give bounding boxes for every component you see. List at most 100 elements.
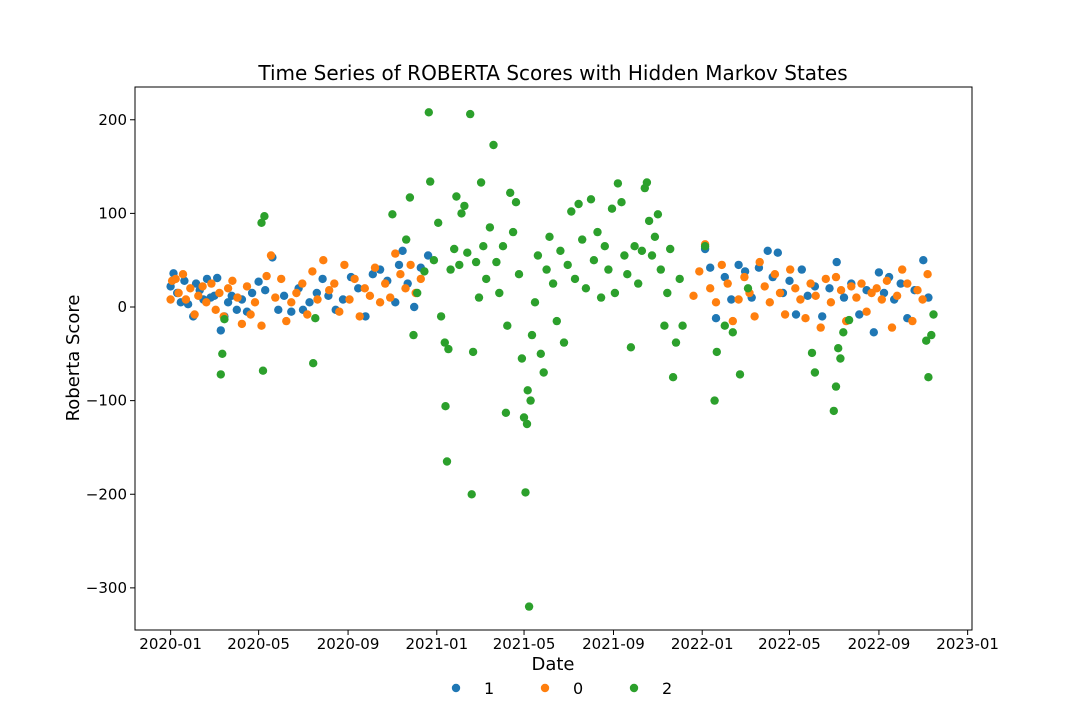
- data-point-series-1: [354, 284, 363, 293]
- data-point-series-2: [527, 330, 537, 340]
- y-tick-label: 200: [98, 111, 127, 129]
- data-point-series-0: [760, 282, 769, 291]
- data-point-series-2: [556, 246, 565, 255]
- data-point-series-2: [489, 140, 498, 150]
- legend-marker: [629, 683, 639, 693]
- data-point-series-2: [545, 232, 554, 241]
- data-point-series-0: [303, 310, 312, 319]
- y-tick-label: 100: [98, 204, 127, 222]
- data-point-series-2: [501, 408, 511, 417]
- data-point-series-2: [503, 321, 512, 330]
- data-point-series-2: [589, 256, 599, 265]
- data-point-series-2: [420, 267, 429, 276]
- data-point-series-1: [191, 279, 201, 288]
- data-point-series-0: [406, 260, 415, 270]
- data-point-series-1: [919, 256, 928, 265]
- data-point-series-1: [874, 268, 884, 277]
- data-point-series-0: [740, 272, 749, 282]
- data-point-series-2: [455, 260, 464, 270]
- data-point-series-2: [644, 216, 654, 226]
- data-point-series-1: [727, 295, 736, 304]
- data-point-series-2: [442, 457, 452, 466]
- data-point-series-2: [444, 344, 453, 354]
- data-point-series-0: [811, 291, 820, 300]
- data-point-series-0: [750, 312, 759, 321]
- data-point-series-2: [471, 257, 481, 267]
- data-point-series-0: [242, 282, 252, 291]
- legend-label: 2: [662, 679, 672, 698]
- data-point-series-0: [847, 282, 856, 291]
- data-point-series-0: [918, 295, 927, 304]
- data-point-series-0: [282, 316, 291, 326]
- data-point-series-0: [360, 284, 369, 293]
- data-point-series-0: [831, 272, 841, 282]
- data-point-series-2: [522, 419, 532, 429]
- data-point-series-0: [882, 276, 892, 285]
- data-point-series-0: [717, 260, 726, 270]
- data-point-series-1: [274, 305, 283, 314]
- data-point-series-0: [923, 270, 932, 279]
- data-point-series-0: [292, 288, 301, 298]
- data-point-series-2: [653, 210, 663, 219]
- plot-points: [166, 108, 938, 611]
- data-point-series-0: [330, 279, 339, 288]
- data-point-series-2: [924, 373, 933, 382]
- y-tick-label: −100: [86, 392, 127, 410]
- data-point-series-1: [361, 312, 370, 321]
- data-point-series-2: [700, 242, 710, 251]
- data-point-series-0: [375, 298, 385, 307]
- data-point-series-0: [335, 307, 344, 316]
- data-point-series-0: [174, 288, 183, 298]
- plot-frame: [134, 86, 973, 631]
- data-point-series-2: [831, 382, 841, 391]
- data-point-series-0: [262, 271, 271, 281]
- data-point-series-0: [755, 257, 764, 267]
- data-point-series-0: [836, 286, 846, 295]
- data-point-series-2: [498, 242, 508, 251]
- data-point-series-2: [436, 312, 446, 321]
- data-point-series-1: [803, 291, 812, 300]
- data-point-series-2: [650, 232, 660, 241]
- data-point-series-1: [223, 298, 233, 307]
- x-tick-label: 2021-01: [405, 635, 468, 653]
- data-point-series-0: [775, 288, 785, 298]
- data-point-series-2: [807, 348, 817, 358]
- data-point-series-2: [559, 338, 569, 347]
- data-point-series-2: [402, 235, 411, 244]
- data-point-series-2: [479, 242, 488, 251]
- data-point-series-0: [791, 284, 800, 293]
- data-point-series-2: [506, 188, 515, 197]
- data-point-series-0: [770, 270, 780, 279]
- data-point-series-2: [476, 178, 486, 187]
- data-point-series-2: [533, 251, 543, 260]
- data-point-series-0: [287, 298, 296, 307]
- data-point-series-0: [181, 295, 191, 304]
- x-tick-label: 2023-01: [936, 635, 999, 653]
- data-point-series-0: [308, 267, 317, 276]
- data-point-series-0: [913, 286, 922, 295]
- data-point-series-0: [908, 316, 917, 326]
- data-point-series-0: [892, 291, 902, 300]
- data-point-series-1: [338, 295, 348, 304]
- data-point-series-2: [617, 198, 626, 207]
- data-point-series-0: [796, 295, 805, 304]
- data-point-series-2: [735, 370, 745, 379]
- data-point-series-1: [839, 293, 849, 302]
- data-point-series-0: [381, 279, 390, 288]
- data-point-series-2: [530, 298, 540, 307]
- data-point-series-0: [198, 282, 207, 291]
- data-point-series-2: [552, 316, 561, 326]
- data-point-series-0: [903, 279, 912, 288]
- x-tick-label: 2020-09: [317, 635, 380, 653]
- data-point-series-1: [423, 251, 433, 260]
- data-point-series-1: [394, 260, 404, 270]
- data-point-series-0: [340, 260, 349, 270]
- data-point-series-2: [829, 406, 838, 416]
- data-point-series-1: [797, 265, 806, 274]
- data-point-series-2: [311, 314, 320, 323]
- data-point-series-0: [257, 321, 266, 330]
- data-point-series-0: [325, 286, 334, 295]
- data-point-series-1: [773, 248, 782, 257]
- data-point-series-0: [401, 284, 410, 293]
